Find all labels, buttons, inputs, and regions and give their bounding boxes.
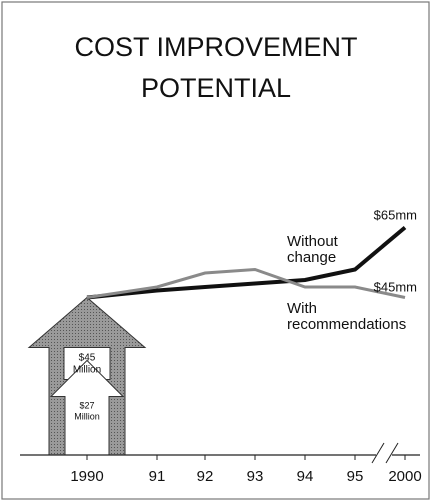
- series-line: [86, 225, 407, 300]
- series-line: [86, 267, 406, 299]
- chart-title: POTENTIAL: [141, 73, 291, 103]
- x-tick-label: 93: [247, 468, 264, 485]
- axis-break: [385, 442, 399, 464]
- value-label: $45mm: [374, 280, 417, 295]
- legend-label: Without change: [287, 233, 339, 266]
- axis-break: [371, 442, 385, 464]
- x-tick-label: 91: [149, 468, 166, 485]
- value-label: $65mm: [374, 208, 417, 223]
- legend-label: With recommendations: [287, 300, 406, 333]
- x-tick-label: 95: [347, 468, 364, 485]
- x-tick-label: 92: [197, 468, 214, 485]
- arrow-label: $45 Million: [73, 353, 101, 376]
- x-tick-label: 1990: [70, 468, 103, 485]
- x-tick-label: 94: [297, 468, 314, 485]
- arrow-label: $27 Million: [74, 401, 100, 422]
- chart-title: COST IMPROVEMENT: [74, 32, 357, 62]
- x-tick-label: 2000: [388, 468, 421, 485]
